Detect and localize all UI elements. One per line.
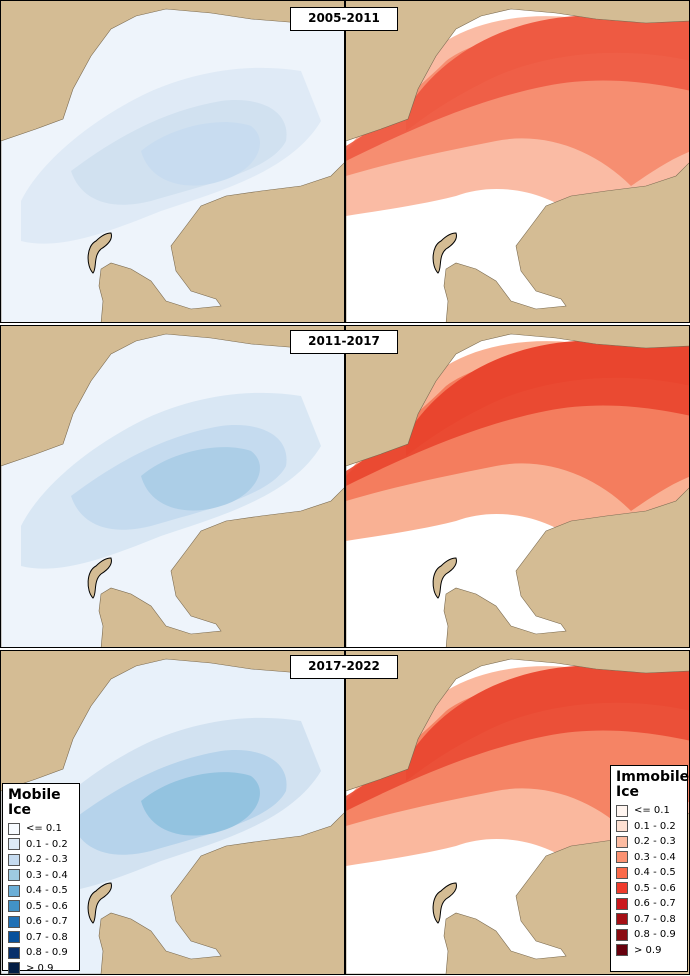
legend-row: 0.7 - 0.8 xyxy=(8,930,74,946)
legend-label: > 0.9 xyxy=(634,945,661,956)
legend-swatch xyxy=(616,913,628,925)
legend-swatch xyxy=(8,869,20,881)
legend-row: 0.5 - 0.6 xyxy=(616,881,682,897)
period-label-2011-2017: 2011-2017 xyxy=(290,330,398,354)
legend-swatch xyxy=(8,885,20,897)
legend-label: 0.1 - 0.2 xyxy=(634,821,676,832)
legend-swatch xyxy=(616,929,628,941)
legend-row: 0.3 - 0.4 xyxy=(616,850,682,866)
legend-title: Mobile Ice xyxy=(8,788,74,818)
legend-swatch xyxy=(616,805,628,817)
legend-swatch xyxy=(8,900,20,912)
legend-swatch xyxy=(8,947,20,959)
period-label-2005-2011: 2005-2011 xyxy=(290,7,398,31)
legend-label: 0.7 - 0.8 xyxy=(634,914,676,925)
legend-row: <= 0.1 xyxy=(616,803,682,819)
map-svg xyxy=(1,1,345,322)
legend-label: 0.1 - 0.2 xyxy=(26,839,68,850)
immobile-ice-map-2011-2017 xyxy=(345,325,690,648)
legend-row: 0.2 - 0.3 xyxy=(616,834,682,850)
legend-swatch xyxy=(616,944,628,956)
legend-swatch xyxy=(616,898,628,910)
legend-swatch xyxy=(8,823,20,835)
legend-swatch xyxy=(616,882,628,894)
legend-swatch xyxy=(8,916,20,928)
legend-row: 0.1 - 0.2 xyxy=(8,837,74,853)
legend-swatch xyxy=(8,962,20,974)
legend-row: 0.4 - 0.5 xyxy=(616,865,682,881)
legend-row: 0.6 - 0.7 xyxy=(8,914,74,930)
immobile-ice-map-2005-2011 xyxy=(345,0,690,323)
legend-row: 0.5 - 0.6 xyxy=(8,899,74,915)
legend-swatch xyxy=(616,836,628,848)
legend-label: 0.4 - 0.5 xyxy=(634,867,676,878)
legend-label: 0.6 - 0.7 xyxy=(634,898,676,909)
mobile-ice-legend: Mobile Ice <= 0.1 0.1 - 0.2 0.2 - 0.3 0.3 -… xyxy=(2,783,80,971)
legend-row: <= 0.1 xyxy=(8,821,74,837)
map-svg xyxy=(346,326,690,647)
legend-row: 0.4 - 0.5 xyxy=(8,883,74,899)
legend-label: <= 0.1 xyxy=(634,805,670,816)
mobile-ice-map-2011-2017 xyxy=(0,325,345,648)
legend-row: 0.1 - 0.2 xyxy=(616,819,682,835)
legend-label: 0.8 - 0.9 xyxy=(634,929,676,940)
legend-row: 0.8 - 0.9 xyxy=(616,927,682,943)
legend-row: > 0.9 xyxy=(8,961,74,976)
legend-label: 0.3 - 0.4 xyxy=(634,852,676,863)
legend-label: 0.4 - 0.5 xyxy=(26,885,68,896)
legend-row: 0.6 - 0.7 xyxy=(616,896,682,912)
legend-title: Immobile Ice xyxy=(616,770,682,800)
legend-row: 0.7 - 0.8 xyxy=(616,912,682,928)
legend-row: > 0.9 xyxy=(616,943,682,959)
legend-label: 0.8 - 0.9 xyxy=(26,947,68,958)
legend-label: 0.6 - 0.7 xyxy=(26,916,68,927)
legend-label: 0.5 - 0.6 xyxy=(26,901,68,912)
legend-label: <= 0.1 xyxy=(26,823,62,834)
legend-label: 0.3 - 0.4 xyxy=(26,870,68,881)
immobile-ice-legend: Immobile Ice <= 0.1 0.1 - 0.2 0.2 - 0.3 0.3… xyxy=(610,765,688,972)
legend-label: 0.5 - 0.6 xyxy=(634,883,676,894)
legend-row: 0.8 - 0.9 xyxy=(8,945,74,961)
legend-label: 0.7 - 0.8 xyxy=(26,932,68,943)
legend-swatch xyxy=(616,820,628,832)
legend-swatch xyxy=(8,931,20,943)
legend-swatch xyxy=(616,851,628,863)
legend-label: > 0.9 xyxy=(26,963,53,974)
legend-swatch xyxy=(616,867,628,879)
legend-swatch xyxy=(8,838,20,850)
mobile-ice-map-2005-2011 xyxy=(0,0,345,323)
map-svg xyxy=(1,326,345,647)
period-label-2017-2022: 2017-2022 xyxy=(290,655,398,679)
legend-row: 0.2 - 0.3 xyxy=(8,852,74,868)
legend-label: 0.2 - 0.3 xyxy=(26,854,68,865)
map-svg xyxy=(346,1,690,322)
legend-label: 0.2 - 0.3 xyxy=(634,836,676,847)
legend-row: 0.3 - 0.4 xyxy=(8,868,74,884)
legend-swatch xyxy=(8,854,20,866)
